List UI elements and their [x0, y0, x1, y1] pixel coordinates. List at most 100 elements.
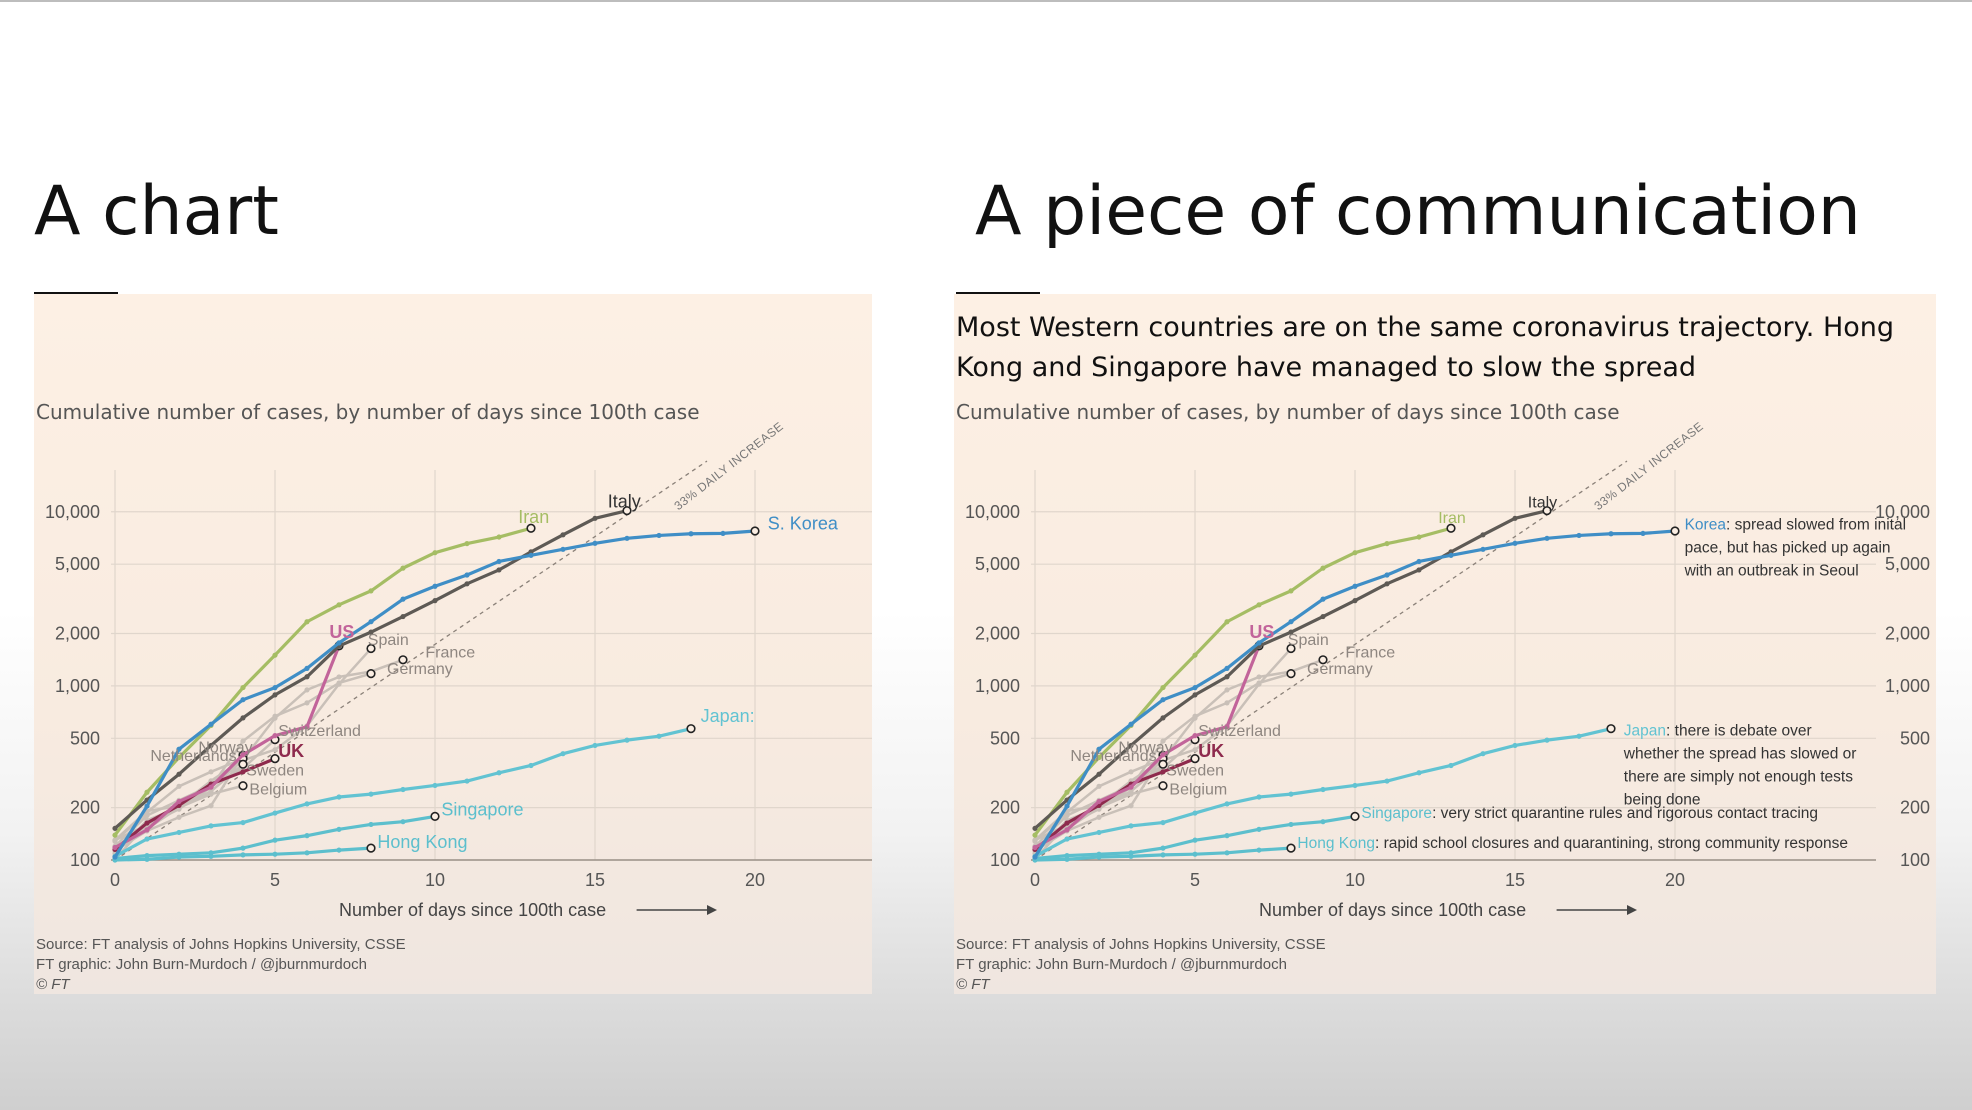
data-point-s-korea	[144, 803, 150, 809]
series-label-italy: Italy	[608, 491, 641, 511]
data-point-norway	[176, 814, 182, 820]
x-tick-label: 10	[425, 870, 445, 890]
series-label-france: France	[425, 644, 475, 661]
data-point-japan	[1384, 778, 1390, 784]
series-label-switzerland: Switzerland	[1198, 723, 1281, 740]
data-point-iran	[496, 534, 502, 540]
data-point-singapore	[368, 821, 374, 828]
data-point-iran	[1160, 684, 1166, 691]
data-point-s-korea	[400, 596, 406, 602]
data-point-japan	[592, 742, 598, 749]
data-point-italy	[240, 715, 246, 721]
data-point-hong-kong	[336, 847, 342, 853]
data-point-germany	[240, 738, 246, 744]
data-point-s-korea	[592, 540, 598, 546]
data-point-germany	[1192, 713, 1198, 719]
data-point-hong-kong	[144, 856, 150, 862]
data-point-iran	[112, 832, 118, 838]
x-tick-label: 5	[1190, 870, 1200, 890]
data-point-s-korea	[112, 854, 118, 860]
annotation-korea: Korea: spread slowed from inital pace, bu…	[1684, 517, 1906, 580]
end-point-france	[1318, 655, 1328, 665]
data-point-japan	[1448, 762, 1454, 769]
data-point-belgium	[1128, 791, 1134, 797]
data-point-s-korea	[1352, 583, 1358, 589]
data-point-uk	[1064, 820, 1070, 826]
data-point-singapore	[272, 837, 278, 843]
series-label-italy: Italy	[1528, 494, 1557, 511]
y-tick-label: 5,000	[55, 554, 100, 574]
x-tick-label: 15	[1505, 870, 1525, 890]
data-point-hong-kong	[272, 851, 278, 857]
end-point-iran	[526, 523, 536, 533]
end-point-spain	[1286, 643, 1296, 654]
right-footer-graphic: FT graphic: John Burn-Murdoch / @jburnmu…	[956, 956, 1287, 973]
y-tick-label-right: 100	[1900, 850, 1930, 870]
annotation-line: whether the spread has slowed or	[1623, 745, 1857, 762]
annotation-line: Hong Kong: rapid school closures and qua…	[1297, 835, 1848, 852]
end-point-sweden	[238, 759, 248, 769]
y-tick-label: 100	[70, 850, 100, 870]
data-point-italy	[400, 613, 406, 620]
data-point-iran	[1288, 588, 1294, 594]
data-point-japan	[432, 782, 438, 789]
data-point-iran	[432, 550, 438, 556]
data-point-singapore	[1288, 821, 1294, 828]
data-point-s-korea	[1064, 803, 1070, 809]
data-point-singapore	[304, 833, 310, 839]
data-point-italy	[1096, 771, 1102, 777]
data-point-italy	[1032, 825, 1038, 831]
data-point-singapore	[1064, 852, 1070, 859]
data-point-iran	[1320, 565, 1326, 571]
data-point-italy	[1352, 598, 1358, 604]
data-point-spain	[1192, 747, 1198, 753]
annotation-line: pace, but has picked up again	[1685, 540, 1891, 557]
x-tick-label: 20	[1665, 870, 1685, 890]
data-point-singapore	[1160, 845, 1166, 851]
series-label-us: US	[329, 622, 354, 642]
data-point-s-korea	[656, 532, 662, 539]
data-point-s-korea	[624, 535, 630, 541]
data-point-s-korea	[1320, 596, 1326, 602]
data-point-japan	[1128, 823, 1134, 829]
data-point-us	[1128, 784, 1134, 790]
data-point-france	[304, 687, 310, 693]
end-point-hong-kong	[1286, 843, 1296, 853]
data-point-japan	[1288, 791, 1294, 797]
data-point-s-korea	[1256, 640, 1262, 646]
y-tick-label: 100	[990, 850, 1020, 870]
data-point-japan	[1224, 801, 1230, 807]
data-point-s-korea	[336, 640, 342, 646]
data-point-us	[112, 844, 118, 851]
data-point-s-korea	[1576, 532, 1582, 539]
series-label-uk: UK	[1198, 741, 1224, 761]
data-point-s-korea	[464, 572, 470, 578]
y-tick-label-right: 1,000	[1885, 676, 1930, 696]
data-point-netherlands	[1096, 783, 1102, 789]
annotation-body: : spread slowed from inital	[1726, 517, 1906, 534]
data-point-italy	[560, 532, 566, 538]
data-point-uk	[144, 820, 150, 826]
series-line-us	[1033, 644, 1261, 850]
reference-line-33pct	[1034, 460, 1628, 861]
data-point-japan	[528, 762, 534, 769]
data-point-japan	[1160, 819, 1166, 826]
data-point-singapore	[1192, 837, 1198, 843]
data-point-netherlands	[208, 769, 214, 775]
data-point-uk	[240, 769, 246, 775]
data-point-italy	[272, 692, 278, 698]
data-point-italy	[1288, 629, 1294, 635]
series-label-sweden: Sweden	[1166, 763, 1224, 780]
series-label-hong-kong: Hong Kong	[377, 832, 467, 852]
data-point-iran	[1384, 540, 1390, 547]
x-tick-label: 0	[1030, 870, 1040, 890]
data-point-s-korea	[688, 531, 694, 537]
data-point-hong-kong	[1256, 847, 1262, 853]
series-label-france: France	[1345, 644, 1395, 661]
data-point-hong-kong	[1064, 856, 1070, 862]
y-tick-label: 1,000	[975, 676, 1020, 696]
data-point-italy	[496, 567, 502, 573]
right-chart-panel: Most Western countries are on the same c…	[954, 294, 1936, 994]
right-slide-title: A piece of communication	[975, 172, 1861, 251]
series-line-us	[113, 644, 341, 850]
